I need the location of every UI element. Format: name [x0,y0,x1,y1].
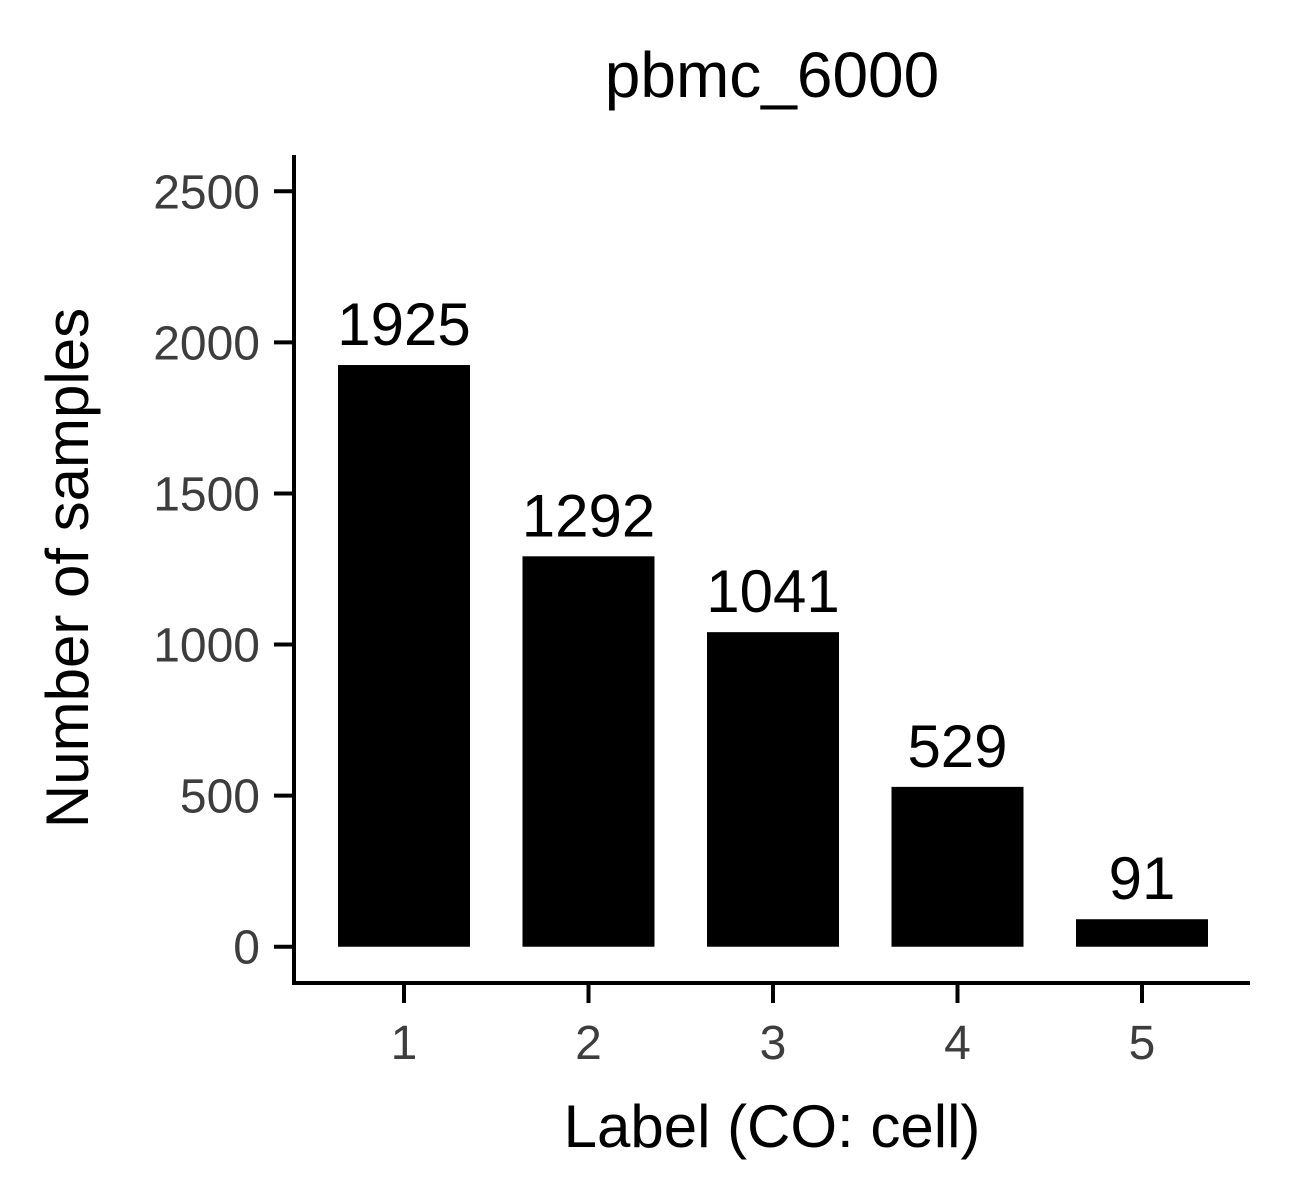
bar-3 [707,632,839,947]
y-ticks-group: 0 500 1000 1500 2000 2500 [153,166,294,975]
y-axis: 0 500 1000 1500 2000 2500 [153,155,296,985]
x-tick-label-4: 4 [944,1017,971,1070]
y-tick-label-1000: 1000 [153,620,260,673]
data-label-5: 91 [1109,845,1176,912]
y-tick-label-1500: 1500 [153,468,260,521]
data-labels-group: 1925 1292 1041 529 91 [337,291,1175,912]
y-tick-label-2500: 2500 [153,166,260,219]
x-axis: 1 2 3 4 5 [292,981,1250,1070]
data-label-1: 1925 [337,291,470,358]
y-tick-label-0: 0 [233,922,260,975]
data-label-2: 1292 [522,482,655,549]
x-tick-label-2: 2 [575,1017,602,1070]
bars-group [338,365,1208,947]
x-tick-label-5: 5 [1129,1017,1156,1070]
x-ticks-group: 1 2 3 4 5 [391,983,1156,1070]
bar-5 [1076,919,1208,947]
x-tick-label-3: 3 [760,1017,787,1070]
data-label-4: 529 [907,713,1007,780]
x-tick-label-1: 1 [391,1017,418,1070]
y-tick-label-2000: 2000 [153,317,260,370]
y-tick-label-500: 500 [180,771,260,824]
x-axis-title: Label (CO: cell) [564,1093,981,1160]
bar-1 [338,365,470,947]
plot-area: 1925 1292 1041 529 91 [337,291,1208,947]
chart-title: pbmc_6000 [605,39,939,111]
bar-4 [891,786,1024,947]
y-axis-title: Number of samples [34,308,101,828]
data-label-3: 1041 [706,558,839,625]
bar-2 [522,556,655,947]
